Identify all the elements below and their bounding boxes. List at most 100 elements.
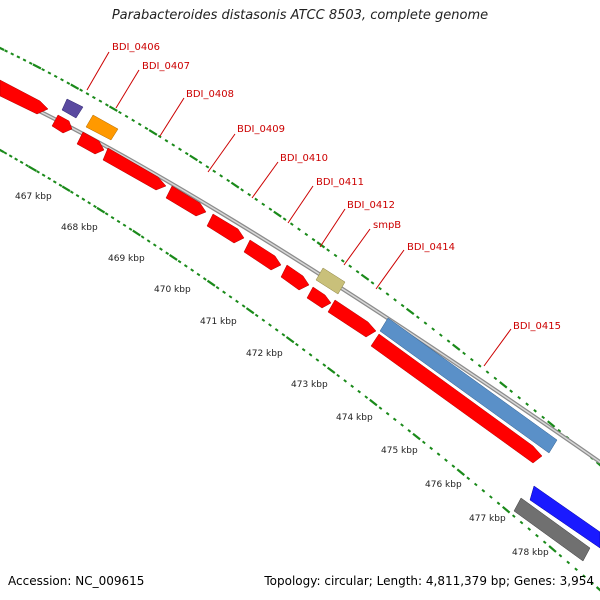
grid-dot (590, 581, 594, 585)
tick-label: 469 kbp (108, 254, 145, 264)
coordinate-ticks: 467 kbp 468 kbp 469 kbp 470 kbp 471 kbp … (15, 192, 549, 558)
grid-dot (219, 174, 224, 178)
grid-dot (400, 303, 405, 308)
grid-dot (69, 190, 74, 194)
gene-feature[interactable] (280, 264, 310, 291)
grid-dot (157, 134, 162, 139)
tick-label: 475 kbp (381, 446, 418, 456)
gene-feature[interactable] (0, 79, 49, 115)
grid-tick (206, 279, 216, 287)
grid-dot (297, 227, 301, 232)
gene-features (0, 79, 600, 562)
grid-dot (3, 151, 8, 155)
leader-line (483, 328, 512, 367)
grid-dot (582, 574, 586, 578)
grid-tick (456, 468, 465, 476)
grid-dot (98, 99, 103, 103)
gene-feature[interactable] (327, 299, 377, 338)
grid-dot (254, 197, 259, 202)
grid-dot (235, 299, 239, 304)
grid-tick (595, 586, 600, 592)
grid-tick (452, 343, 461, 351)
grid-dot (436, 452, 441, 456)
gene-feature[interactable] (165, 185, 207, 217)
grid-dot (118, 110, 122, 115)
gene-label[interactable]: BDI_0414 (407, 242, 455, 253)
gene-label[interactable]: BDI_0406 (112, 42, 160, 53)
gene-label[interactable]: BDI_0409 (237, 124, 285, 135)
grid-dot (340, 259, 345, 263)
grid-tick (189, 154, 198, 162)
gene-label[interactable]: smpB (373, 220, 401, 231)
gene-feature[interactable] (379, 317, 558, 454)
grid-dot (393, 298, 397, 302)
grid-dot (41, 173, 46, 177)
grid-dot (261, 202, 266, 207)
grid-dot (525, 402, 529, 406)
grid-dot (509, 389, 514, 393)
grid-dot (519, 520, 524, 525)
grid-dot (177, 259, 182, 264)
grid-dot (370, 281, 375, 285)
grid-dot (52, 180, 57, 184)
grid-dot (423, 321, 428, 325)
grid-tick (245, 307, 255, 315)
grid-dot (535, 533, 539, 538)
inner-dotted-arc (0, 148, 600, 592)
grid-dot (58, 183, 63, 187)
gene-feature[interactable] (61, 98, 84, 119)
grid-dot (41, 68, 45, 72)
gene-label[interactable]: BDI_0411 (316, 177, 364, 188)
gene-feature[interactable] (529, 485, 600, 549)
grid-tick (132, 229, 141, 237)
gene-label[interactable]: BDI_0410 (280, 153, 328, 164)
gene-label[interactable]: BDI_0415 (513, 321, 561, 332)
grid-dot (81, 197, 86, 201)
gene-feature[interactable] (370, 333, 543, 464)
gene-feature[interactable] (206, 213, 245, 244)
grid-dot (517, 395, 522, 400)
grid-dot (304, 232, 309, 237)
grid-dot (93, 204, 97, 209)
gene-feature[interactable] (51, 114, 73, 134)
gene-label[interactable]: BDI_0412 (347, 200, 395, 211)
grid-dot (542, 540, 547, 545)
tick-label: 478 kbp (512, 548, 549, 558)
gene-feature[interactable] (85, 114, 119, 141)
gene-feature[interactable] (243, 239, 282, 271)
gene-feature[interactable] (76, 131, 105, 155)
grid-dot (4, 49, 8, 53)
grid-dot (308, 353, 313, 357)
gene-feature[interactable] (306, 286, 332, 309)
grid-dot (295, 342, 299, 347)
grid-dot (247, 192, 252, 197)
map-title: Parabacteroides distasonis ATCC 8503, co… (111, 8, 489, 23)
grid-tick (405, 307, 415, 315)
grid-dot (485, 370, 490, 374)
grid-dot (477, 364, 482, 368)
gene-feature[interactable] (513, 497, 591, 562)
grid-dot (322, 363, 327, 367)
grid-dot (215, 285, 220, 290)
grid-dot (348, 264, 353, 269)
grid-dot (171, 143, 176, 147)
gene-label[interactable]: BDI_0407 (142, 61, 190, 72)
grid-dot (85, 92, 90, 96)
grid-dot (47, 176, 52, 181)
grid-dot (462, 351, 466, 356)
grid-tick (0, 46, 5, 51)
grid-tick (32, 63, 42, 70)
gene-feature[interactable] (102, 147, 167, 191)
grid-dot (79, 88, 83, 92)
gene-label[interactable]: BDI_0408 (186, 89, 234, 100)
leader-line (86, 51, 110, 91)
grid-dot (566, 560, 571, 565)
grid-tick (168, 253, 178, 261)
grid-dot (131, 118, 136, 123)
grid-dot (489, 495, 493, 499)
grid-tick (360, 273, 370, 281)
grid-dot (75, 194, 80, 198)
grid-tick (108, 105, 118, 112)
gene-feature[interactable] (315, 267, 346, 295)
